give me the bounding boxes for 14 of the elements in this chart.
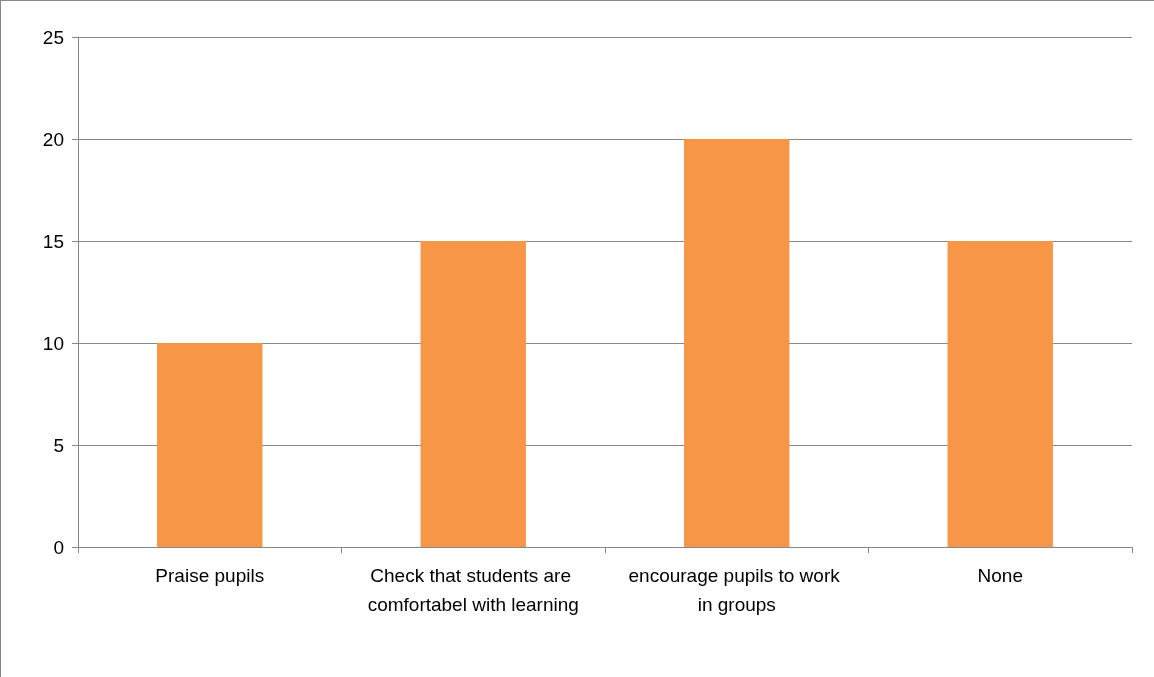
bar bbox=[157, 343, 263, 547]
bar bbox=[420, 241, 526, 547]
y-tick-label: 5 bbox=[53, 434, 64, 456]
y-tick-label: 25 bbox=[42, 26, 64, 48]
bar bbox=[684, 139, 790, 547]
x-tick-label: None bbox=[977, 565, 1023, 586]
y-tick-label: 20 bbox=[42, 128, 64, 150]
x-tick-label: encourage pupils to work in groups bbox=[628, 565, 846, 615]
bar bbox=[947, 241, 1053, 547]
y-tick-label: 0 bbox=[53, 536, 64, 558]
x-tick-label: Check that students are comfortabel with learning bbox=[367, 565, 579, 615]
y-tick-label: 15 bbox=[42, 230, 64, 252]
y-tick-label: 10 bbox=[42, 332, 64, 354]
x-tick-label: Praise pupils bbox=[155, 565, 265, 586]
